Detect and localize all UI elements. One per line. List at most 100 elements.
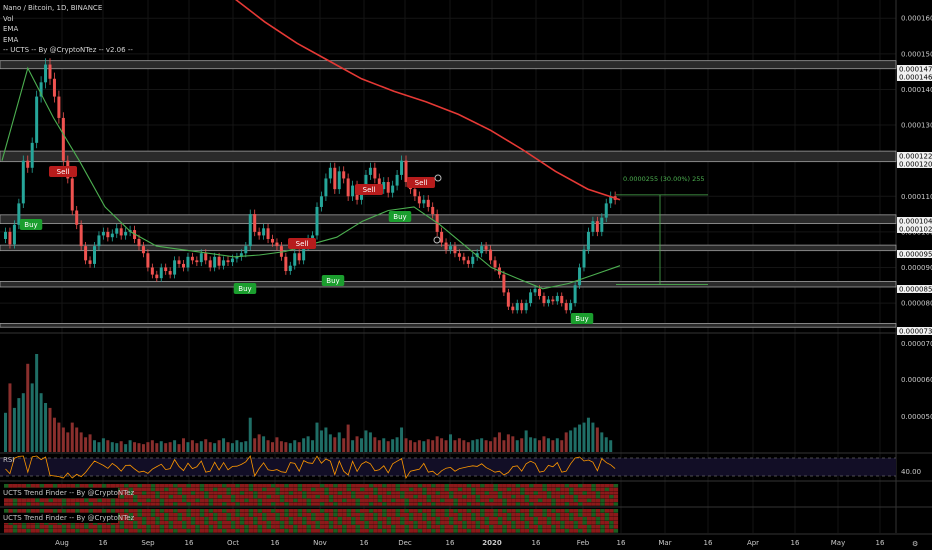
trend-finder-2-cell xyxy=(288,525,294,529)
volume-bar xyxy=(244,441,248,452)
trend-finder-2-cell xyxy=(302,517,307,521)
trend-finder-1-cell xyxy=(293,484,298,488)
candle-body xyxy=(386,182,390,193)
trend-finder-2-cell xyxy=(311,529,316,533)
trend-finder-2-cell xyxy=(515,517,521,521)
trend-finder-2-cell xyxy=(48,509,53,513)
trend-finder-2-cell xyxy=(190,529,196,533)
trend-finder-2-cell xyxy=(239,529,245,533)
trend-finder-2-cell xyxy=(124,517,129,521)
trend-finder-2-cell xyxy=(613,509,619,513)
trend-finder-1-cell xyxy=(35,502,40,506)
trend-finder-2-cell xyxy=(133,529,138,533)
signal-buy xyxy=(570,313,594,324)
trend-finder-1-cell xyxy=(484,491,490,495)
trend-finder-1-cell xyxy=(475,498,481,503)
trend-finder-1-cell xyxy=(524,498,530,503)
trend-finder-1-cell xyxy=(173,484,178,488)
trend-finder-2-cell xyxy=(351,513,356,517)
trend-finder-1-cell xyxy=(435,498,441,503)
trend-finder-1-cell xyxy=(569,495,574,499)
trend-finder-2-cell xyxy=(319,525,325,529)
candle-body xyxy=(453,246,457,254)
trend-finder-2-cell xyxy=(248,521,254,525)
trend-finder-2-cell xyxy=(271,525,276,529)
trend-finder-2-cell xyxy=(328,513,334,517)
trend-finder-1-cell xyxy=(311,498,316,503)
trend-finder-1-cell xyxy=(213,487,218,492)
trend-finder-2-cell xyxy=(208,529,214,533)
trend-finder-1-cell xyxy=(177,487,182,492)
candle-body xyxy=(226,260,230,263)
trend-finder-2-cell xyxy=(226,513,231,517)
trend-finder-1-cell xyxy=(204,491,209,495)
trend-finder-1-cell xyxy=(44,502,49,506)
trend-finder-2-cell xyxy=(453,517,458,521)
trend-finder-2-cell xyxy=(293,529,298,533)
trend-finder-2-cell xyxy=(546,529,552,533)
price-scale-pill xyxy=(897,225,932,233)
rsi-band xyxy=(0,458,896,476)
volume-bar xyxy=(168,442,172,452)
trend-finder-1-cell xyxy=(337,502,343,506)
trend-finder-2-cell xyxy=(609,521,614,525)
candle-body xyxy=(595,221,599,232)
trend-finder-1-cell xyxy=(435,502,441,506)
trend-finder-1-cell xyxy=(440,491,445,495)
trend-finder-1-cell xyxy=(159,491,165,495)
trend-finder-1-cell xyxy=(146,502,151,506)
trend-finder-2-cell xyxy=(408,521,414,525)
volume-bar xyxy=(257,434,261,452)
x-tick-label: 16 xyxy=(446,539,455,547)
trend-finder-1-cell xyxy=(128,495,134,499)
trend-finder-2-cell xyxy=(275,513,280,517)
volume-bar xyxy=(404,438,408,452)
candle-body xyxy=(155,274,159,279)
trend-finder-1-cell xyxy=(190,495,196,499)
trend-finder-1-cell xyxy=(182,498,187,503)
trend-finder-2-cell xyxy=(186,529,191,533)
trend-finder-2-cell xyxy=(578,513,583,517)
signal-sell xyxy=(288,238,316,249)
trend-finder-2-cell xyxy=(493,521,498,525)
trend-finder-2-cell xyxy=(391,529,396,533)
trend-finder-2-cell xyxy=(208,509,214,513)
trend-finder-2-cell xyxy=(613,525,619,529)
trend-finder-2-cell xyxy=(275,525,280,529)
price-tick-label: 0.0001100 xyxy=(901,193,932,201)
x-tick-label: 16 xyxy=(617,539,626,547)
trend-finder-1-cell xyxy=(133,502,138,506)
trend-finder-1-cell xyxy=(355,487,360,492)
trend-finder-2-cell xyxy=(511,521,516,525)
trend-finder-2-cell xyxy=(119,509,125,513)
volume-bar xyxy=(453,440,457,452)
trend-finder-2-cell xyxy=(17,509,22,513)
trend-finder-2-cell xyxy=(346,517,352,521)
trend-finder-1-cell xyxy=(360,487,365,492)
volume-bar xyxy=(150,440,154,452)
volume-bar xyxy=(266,440,270,452)
trend-finder-1-cell xyxy=(591,495,596,499)
trend-finder-1-cell xyxy=(529,491,534,495)
trend-finder-1-cell xyxy=(613,498,619,503)
trend-finder-1-cell xyxy=(266,491,271,495)
candle-body xyxy=(404,160,408,183)
trend-finder-1-cell xyxy=(493,495,498,499)
trend-finder-1-cell xyxy=(213,484,218,488)
trend-finder-2-cell xyxy=(422,521,427,525)
trend-finder-2-cell xyxy=(173,529,178,533)
trend-finder-2-cell xyxy=(386,517,392,521)
trend-finder-2-cell xyxy=(449,517,454,521)
signal-sell xyxy=(407,177,435,188)
volume-bar xyxy=(551,440,555,452)
candle-body xyxy=(377,178,381,190)
trend-finder-2-cell xyxy=(177,525,182,529)
trend-finder-2-cell xyxy=(284,529,289,533)
trend-finder-2-cell xyxy=(52,525,58,529)
trend-finder-1-cell xyxy=(257,498,263,503)
trend-finder-2-cell xyxy=(533,525,538,529)
trend-finder-2-cell xyxy=(582,513,587,517)
trend-finder-1-cell xyxy=(595,498,601,503)
volume-bar xyxy=(391,439,395,452)
